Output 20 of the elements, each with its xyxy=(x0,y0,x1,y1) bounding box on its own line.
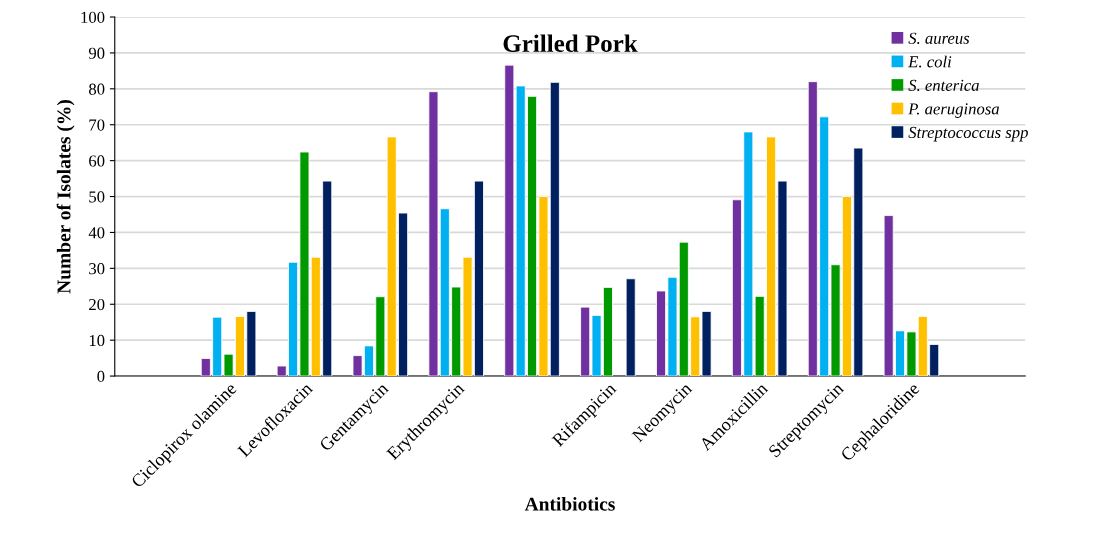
y-tick-label: 10 xyxy=(89,334,105,347)
legend-label: S. aureus xyxy=(908,32,970,44)
y-tick-label: 100 xyxy=(81,11,105,23)
y-tick-label: 40 xyxy=(88,227,105,239)
y-tick-label: 60 xyxy=(89,155,105,167)
y-tick-label: 0 xyxy=(97,370,105,383)
legend-label: E. coli xyxy=(908,55,952,68)
y-axis-title: Number of Isolates (%) xyxy=(56,100,75,294)
legend-label: P. aeruginosa xyxy=(908,103,999,118)
y-tick-label: 90 xyxy=(88,47,105,59)
legend-label: S. enterica xyxy=(908,79,979,92)
y-tick-label: 80 xyxy=(89,83,105,95)
y-tick-label: 20 xyxy=(89,298,105,311)
legend-label: Streptococcus spp xyxy=(908,126,1028,142)
y-tick-label: 50 xyxy=(89,191,105,203)
y-tick-label: 30 xyxy=(89,263,105,275)
x-axis-title: Antibiotics xyxy=(524,496,615,511)
y-tick-label: 70 xyxy=(89,119,105,131)
bar xyxy=(625,278,636,377)
text: Grilled Pork xyxy=(503,34,638,53)
